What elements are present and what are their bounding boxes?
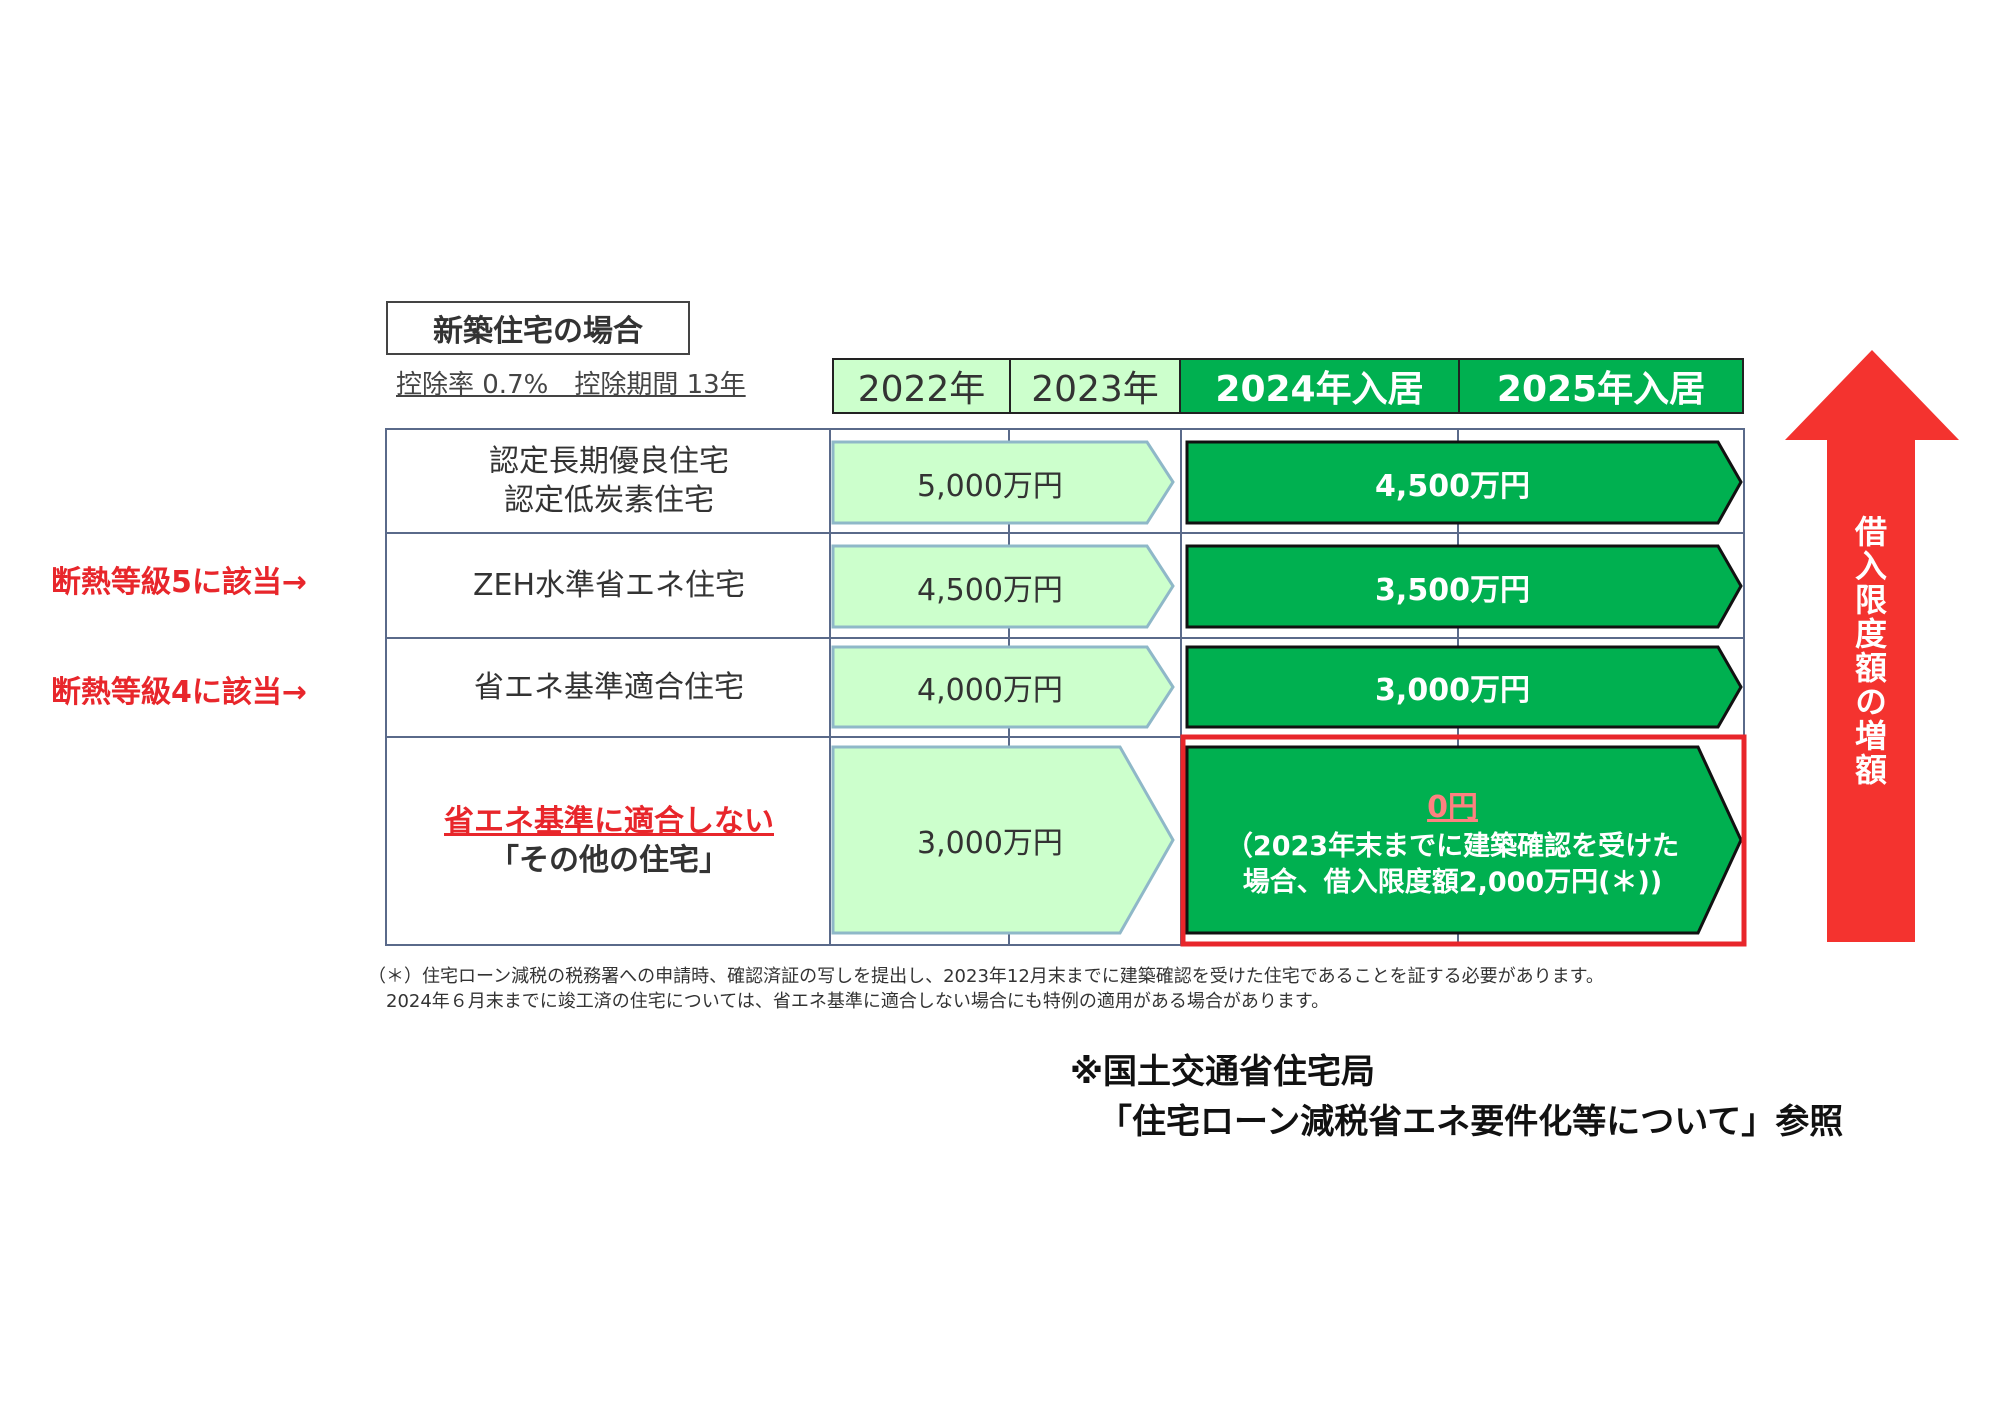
footnote-line-1: （＊）住宅ローン減税の税務署への申請時、確認済証の写しを提出し、2023年12月… (368, 966, 1604, 987)
note-line: 場合、借入限度額2,000万円(＊)) (1242, 867, 1663, 899)
highlight-box (1180, 734, 1747, 947)
value-2024-row1: 4,500万円 (1375, 468, 1530, 504)
label-red: 省エネ基準に適合しない (444, 804, 774, 839)
footnote-line-2: 2024年６月末までに竣工済の住宅については、省エネ基準に適合しない場合にも特例… (368, 991, 1330, 1012)
value-2024-row4: 0円 （2023年末までに建築確認を受けた 場合、借入限度額2,000万円(＊)… (1187, 770, 1718, 920)
label-line: 認定低炭素住宅 (504, 483, 714, 518)
row-label-3: 省エネ基準適合住宅 (388, 638, 830, 737)
note-line: （2023年末までに建築確認を受けた (1225, 830, 1680, 862)
label-line: 認定長期優良住宅 (489, 444, 729, 479)
header-2025: 2025年入居 (1458, 358, 1744, 414)
label-line: ZEH水準省エネ住宅 (472, 568, 746, 603)
value-2022-row3: 4,000万円 (917, 673, 1063, 708)
arrow-2022-row2 (831, 544, 1175, 629)
arrow-2022-row3 (831, 645, 1175, 729)
deduction-terms: 控除率 0.7% 控除期間 13年 (396, 370, 746, 400)
row-label-2: ZEH水準省エネ住宅 (388, 533, 830, 638)
value-2024-row3: 3,000万円 (1375, 673, 1530, 708)
value-2024-row2: 3,500万円 (1375, 572, 1530, 608)
light-arrows (831, 440, 1175, 935)
arrow-2024-row2 (1185, 544, 1743, 629)
increase-arrow-icon (1785, 350, 1959, 942)
section-title: 新築住宅の場合 (386, 301, 690, 355)
side-note-grade4: 断熱等級4に該当→ (51, 675, 308, 710)
arrow-2024-row3 (1185, 645, 1743, 729)
source-line-2: 「住宅ローン減税省エネ要件化等について」参照 (1098, 1102, 1844, 1142)
value-2022-row1: 5,000万円 (917, 468, 1063, 504)
row-label-1: 認定長期優良住宅 認定低炭素住宅 (388, 429, 830, 533)
arrow-2022-row4 (831, 745, 1175, 935)
side-note-grade5: 断熱等級5に該当→ (51, 565, 308, 600)
value-2022-row4: 3,000万円 (917, 826, 1063, 861)
row-label-4: 省エネ基準に適合しない 「その他の住宅」 (388, 737, 830, 945)
label-line: 省エネ基準適合住宅 (474, 670, 744, 705)
value-2022-row2: 4,500万円 (917, 572, 1063, 608)
header-2024: 2024年入居 (1179, 358, 1460, 414)
header-2023: 2023年 (1009, 358, 1181, 414)
arrow-2024-row1 (1185, 440, 1743, 525)
header-2022: 2022年 (832, 358, 1011, 414)
arrow-2024-row4 (1185, 745, 1743, 935)
arrow-label: 借入限度額の増額 (1850, 515, 1888, 787)
source-line-1: ※国土交通省住宅局 (1070, 1052, 1376, 1092)
label-line: 「その他の住宅」 (489, 843, 729, 878)
zero-yen: 0円 (1427, 790, 1478, 826)
dark-arrows (1185, 440, 1743, 935)
arrow-2022-row1 (831, 440, 1175, 525)
